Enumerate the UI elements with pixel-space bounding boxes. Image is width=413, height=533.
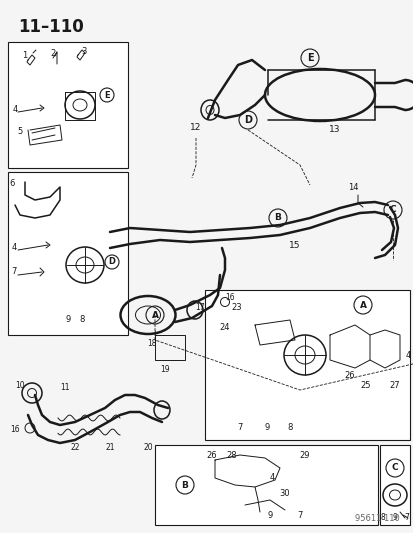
Text: E: E [104,91,109,100]
Text: 7: 7 [11,268,17,277]
Text: 30: 30 [279,489,290,497]
Text: D: D [108,257,115,266]
Text: 7: 7 [237,424,242,432]
Text: 26: 26 [344,370,354,379]
Bar [8,172,128,335]
Bar [8,42,128,168]
Text: A: A [151,311,158,319]
Text: 8: 8 [380,513,385,522]
Text: 26: 26 [206,450,217,459]
Text: 13: 13 [328,125,340,134]
Text: 5: 5 [17,127,23,136]
Text: 4: 4 [404,351,410,359]
Text: 10: 10 [15,381,25,390]
Text: 9: 9 [65,316,71,325]
Text: C: C [391,464,397,472]
Text: 7: 7 [297,511,302,520]
Bar [204,290,409,440]
Text: 6: 6 [9,179,14,188]
Text: 28: 28 [226,450,237,459]
Text: 23: 23 [231,303,242,312]
Text: 29: 29 [299,451,309,461]
Text: 21: 21 [105,442,114,451]
Text: 95611 110: 95611 110 [354,514,399,523]
Text: E: E [306,53,313,63]
Text: 11: 11 [60,384,69,392]
Text: 19: 19 [160,366,169,375]
Text: 22: 22 [70,442,80,451]
Text: 9: 9 [267,511,272,520]
Text: B: B [181,481,188,489]
Text: 16: 16 [225,293,234,302]
Text: 25: 25 [360,381,370,390]
Text: 12: 12 [190,124,201,133]
Text: 8: 8 [79,316,85,325]
Text: 7: 7 [404,513,408,522]
Bar [154,445,377,525]
Text: 16: 16 [10,425,20,434]
Text: 4: 4 [12,104,18,114]
Text: 2: 2 [50,49,55,58]
Text: 1: 1 [22,51,28,60]
Text: 14: 14 [347,183,357,192]
Text: 4: 4 [269,472,274,481]
Text: 4: 4 [11,244,17,253]
Text: 8: 8 [287,424,292,432]
Text: 17: 17 [195,303,204,312]
Text: 24: 24 [219,324,230,333]
Text: 18: 18 [147,338,157,348]
Text: 27: 27 [389,381,399,390]
Text: B: B [274,214,281,222]
Text: C: C [389,206,395,214]
Text: 9: 9 [392,513,396,522]
Bar [379,445,409,525]
Text: D: D [243,115,252,125]
Text: 9: 9 [264,424,269,432]
Text: 3: 3 [81,47,86,56]
Text: 11–110: 11–110 [18,18,83,36]
Text: 20: 20 [143,442,152,451]
Text: A: A [358,301,366,310]
Text: 15: 15 [289,240,300,249]
